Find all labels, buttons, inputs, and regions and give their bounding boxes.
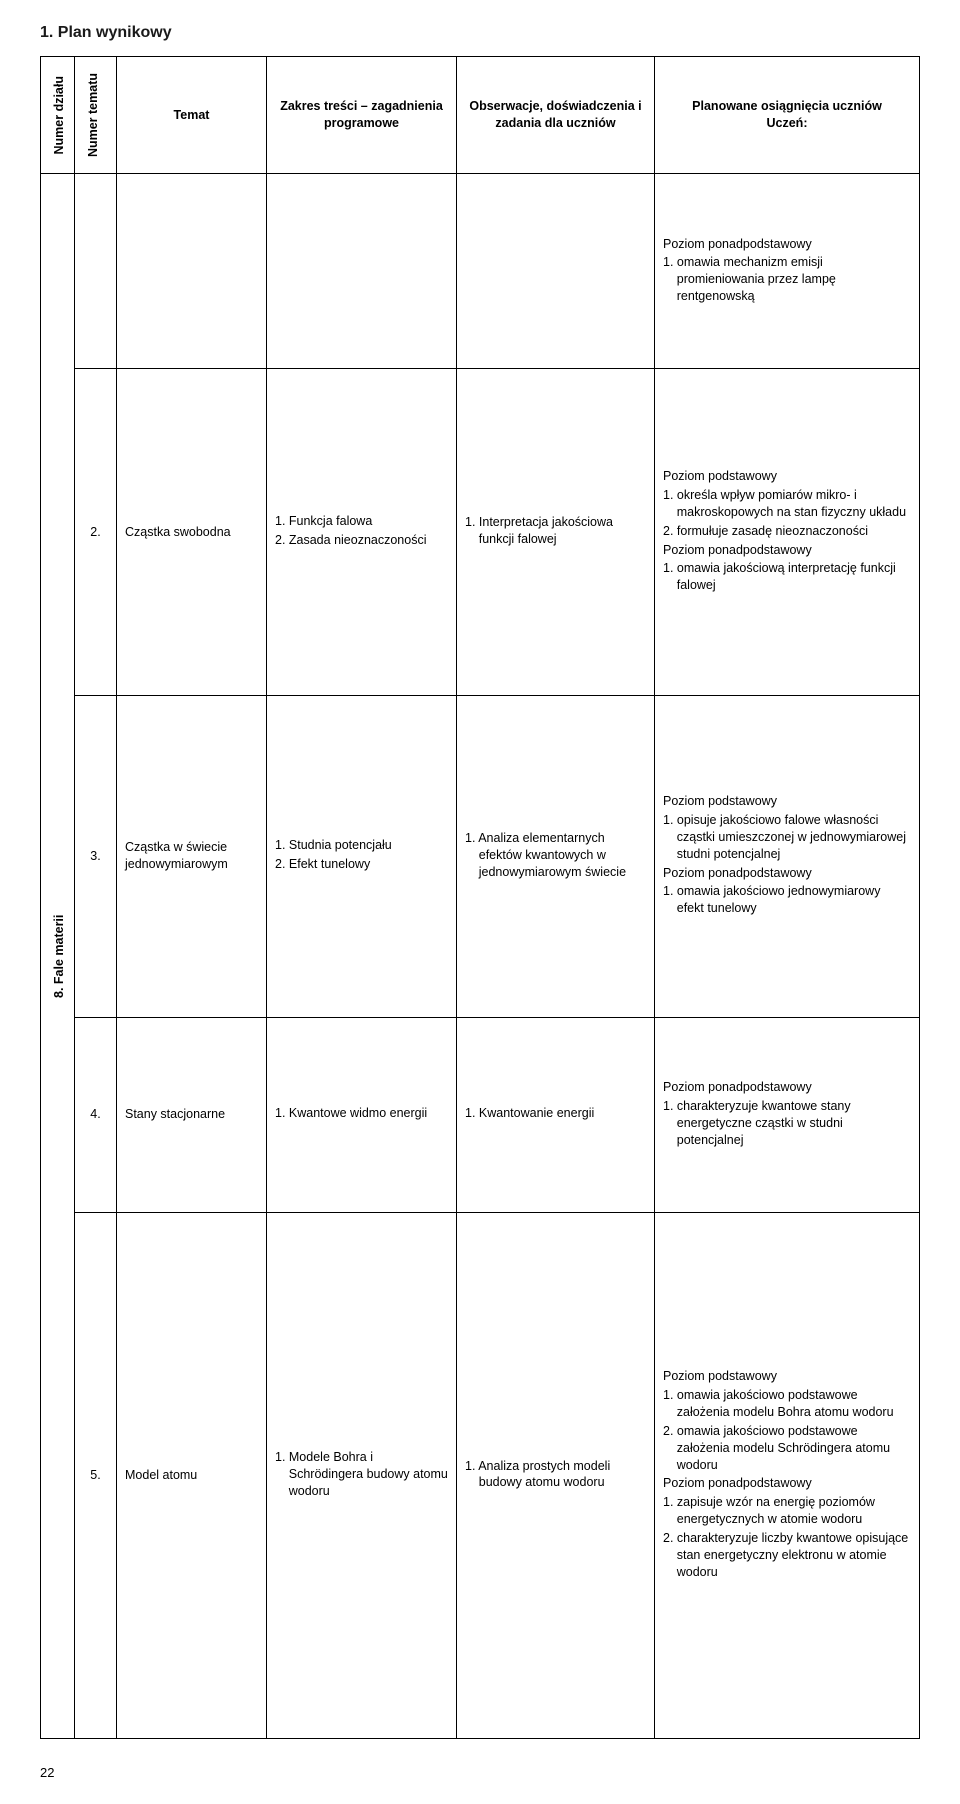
header-osiag-line2: Uczeń: [767, 116, 808, 130]
achievement-item: 1. charakteryzuje kwantowe stany energet… [663, 1098, 911, 1149]
header-temat: Temat [117, 57, 267, 174]
list-item: 2. Zasada nieoznaczoności [275, 532, 448, 549]
achievement-item: 2. formułuje zasadę nieoznaczoności [663, 523, 911, 540]
table-row: 3.Cząstka w świecie jednowymiarowym1. St… [41, 695, 920, 1017]
topic-number: 4. [75, 1017, 117, 1212]
achievement-item: 1. omawia mechanizm emisji promieniowani… [663, 254, 911, 305]
curriculum-table: Numer działu Numer tematu Temat Zakres t… [40, 56, 920, 1739]
content-cell [267, 174, 457, 369]
list-item: 1. Kwantowanie energii [465, 1105, 646, 1122]
header-dzial: Numer działu [41, 57, 75, 174]
content-cell: 1. Funkcja falowa 2. Zasada nieoznaczonoś… [267, 369, 457, 695]
achievement-item: 1. opisuje jakościowo falowe własności c… [663, 812, 911, 863]
header-dzial-label: Numer działu [49, 66, 70, 165]
table-row: 5.Model atomu1. Modele Bohra i Schröding… [41, 1212, 920, 1738]
achievement-item: 1. omawia jakościowo jednowymiarowy efek… [663, 883, 911, 917]
list-item: 2. Efekt tunelowy [275, 856, 448, 873]
topic-number [75, 174, 117, 369]
list-item: 1. Kwantowe widmo energii [275, 1105, 448, 1122]
level-label: Poziom podstawowy [663, 468, 911, 485]
header-zakres: Zakres treści – zagadnienia programowe [267, 57, 457, 174]
content-cell: 1. Analiza prostych modeli budowy atomu … [457, 1212, 655, 1738]
list-item: 1. Modele Bohra i Schrödingera budowy at… [275, 1449, 448, 1500]
level-label: Poziom ponadpodstawowy [663, 1079, 911, 1096]
achievements-cell: Poziom ponadpodstawowy1. omawia mechaniz… [655, 174, 920, 369]
achievement-item: 1. omawia jakościowo podstawowe założeni… [663, 1387, 911, 1421]
list-item: 1. Studnia potencjału [275, 837, 448, 854]
level-label: Poziom ponadpodstawowy [663, 865, 911, 882]
achievement-item: 2. omawia jakościowo podstawowe założeni… [663, 1423, 911, 1474]
content-cell: 1. Analiza elementarnych efektów kwantow… [457, 695, 655, 1017]
achievements-cell: Poziom podstawowy 1. omawia jakościowo po… [655, 1212, 920, 1738]
page-number: 22 [40, 1765, 920, 1780]
achievements-cell: Poziom podstawowy 1. określa wpływ pomiar… [655, 369, 920, 695]
topic-number: 2. [75, 369, 117, 695]
content-cell: 1. Kwantowe widmo energii [267, 1017, 457, 1212]
chapter-label: 8. Fale materii [49, 180, 70, 1732]
level-label: Poziom podstawowy [663, 793, 911, 810]
topic-title: Cząstka w świecie jednowymiarowym [117, 695, 267, 1017]
content-cell [457, 174, 655, 369]
level-label: Poziom ponadpodstawowy [663, 236, 911, 253]
table-body: 8. Fale materiiPoziom ponadpodstawowy1. … [41, 174, 920, 1739]
content-cell: 1. Kwantowanie energii [457, 1017, 655, 1212]
achievement-item: 1. zapisuje wzór na energię poziomów ene… [663, 1494, 911, 1528]
topic-title: Stany stacjonarne [117, 1017, 267, 1212]
list-item: 1. Analiza prostych modeli budowy atomu … [465, 1458, 646, 1492]
topic-number: 5. [75, 1212, 117, 1738]
chapter-cell: 8. Fale materii [41, 174, 75, 1739]
table-row: 4.Stany stacjonarne 1. Kwantowe widmo ene… [41, 1017, 920, 1212]
list-item: 1. Interpretacja jakościowa funkcji falo… [465, 514, 646, 548]
content-cell: 1. Modele Bohra i Schrödingera budowy at… [267, 1212, 457, 1738]
level-label: Poziom ponadpodstawowy [663, 1475, 911, 1492]
achievement-item: 2. charakteryzuje liczby kwantowe opisuj… [663, 1530, 911, 1581]
page-title: 1. Plan wynikowy [40, 24, 920, 42]
content-cell: 1. Studnia potencjału 2. Efekt tunelowy [267, 695, 457, 1017]
level-label: Poziom ponadpodstawowy [663, 542, 911, 559]
list-item: 1. Funkcja falowa [275, 513, 448, 530]
header-row: Numer działu Numer tematu Temat Zakres t… [41, 57, 920, 174]
topic-title: Cząstka swobodna [117, 369, 267, 695]
header-obser: Obserwacje, doświadczenia i zadania dla … [457, 57, 655, 174]
header-osiag: Planowane osiągnięcia uczniów Uczeń: [655, 57, 920, 174]
header-tematu-label: Numer tematu [83, 63, 104, 167]
table-row: 8. Fale materiiPoziom ponadpodstawowy1. … [41, 174, 920, 369]
level-label: Poziom podstawowy [663, 1368, 911, 1385]
achievement-item: 1. omawia jakościową interpretację funkc… [663, 560, 911, 594]
topic-number: 3. [75, 695, 117, 1017]
content-cell: 1. Interpretacja jakościowa funkcji falo… [457, 369, 655, 695]
achievement-item: 1. określa wpływ pomiarów mikro- i makro… [663, 487, 911, 521]
achievements-cell: Poziom podstawowy 1. opisuje jakościowo f… [655, 695, 920, 1017]
topic-title: Model atomu [117, 1212, 267, 1738]
header-tematu: Numer tematu [75, 57, 117, 174]
header-osiag-line1: Planowane osiągnięcia uczniów [692, 99, 882, 113]
achievements-cell: Poziom ponadpodstawowy 1. charakteryzuje … [655, 1017, 920, 1212]
list-item: 1. Analiza elementarnych efektów kwantow… [465, 830, 646, 881]
table-row: 2.Cząstka swobodna 1. Funkcja falowa 2. Za… [41, 369, 920, 695]
topic-title [117, 174, 267, 369]
